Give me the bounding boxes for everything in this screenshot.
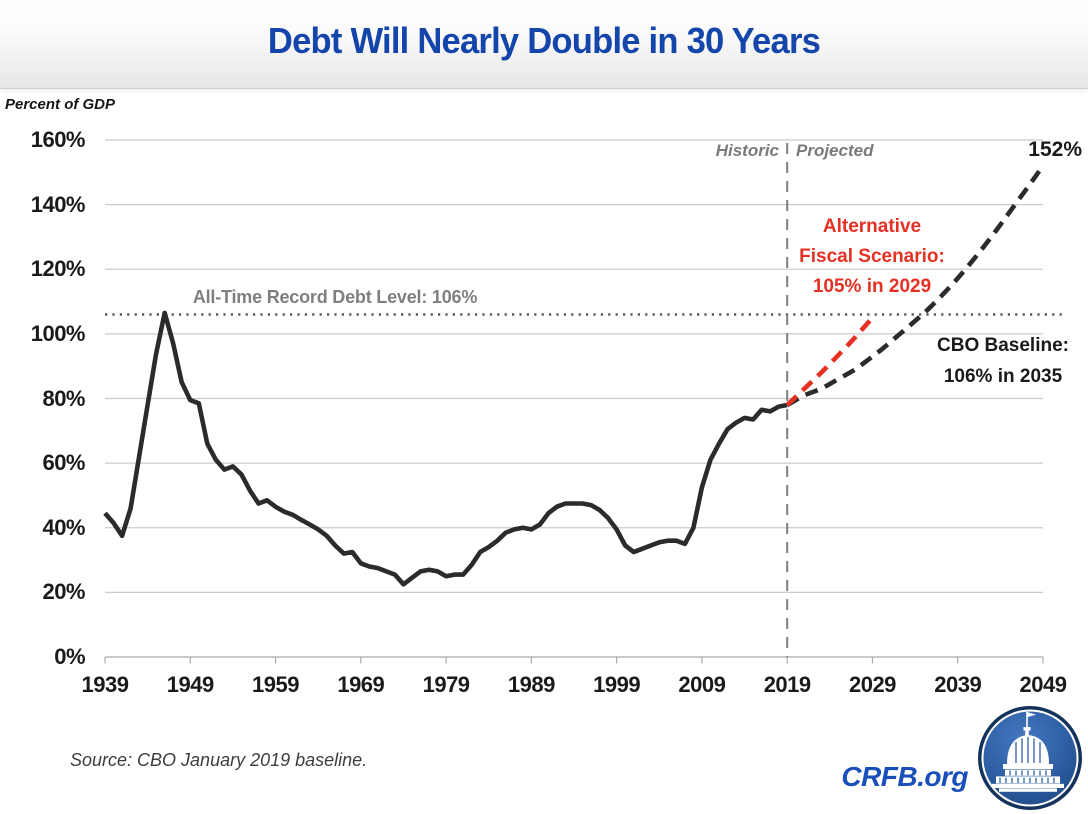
y-axis-unit-label: Percent of GDP xyxy=(5,96,116,113)
x-tick-label-1999: 1999 xyxy=(593,672,641,697)
x-tick-label-1979: 1979 xyxy=(422,672,470,697)
x-tick-label-2019: 2019 xyxy=(763,672,811,697)
y-tick-label-60: 60% xyxy=(42,450,85,476)
historic-line xyxy=(103,310,788,587)
x-tick-label-1949: 1949 xyxy=(166,672,214,697)
y-tick-label-0: 0% xyxy=(54,644,85,669)
page-title: Debt Will Nearly Double in 30 Years xyxy=(267,20,821,61)
y-tick-label-140: 140% xyxy=(30,191,86,217)
alt-annotation-line2: Fiscal Scenario: xyxy=(799,246,945,267)
record-debt-level-label: All-Time Record Debt Level: 106% xyxy=(192,287,478,307)
alt-annotation-line1: Alternative xyxy=(822,216,922,237)
alternative-scenario-annotation: Alternative Fiscal Scenario: 105% in 202… xyxy=(757,212,987,302)
endpoint-value-label: 152% xyxy=(1028,138,1082,161)
y-tick-label-120: 120% xyxy=(30,256,86,282)
alternative-scenario-line xyxy=(785,316,875,407)
crfb-logo xyxy=(978,706,1082,810)
projected-divider-label: Projected xyxy=(796,141,874,160)
y-tick-label-160: 160% xyxy=(30,127,86,152)
y-tick-label-100: 100% xyxy=(30,320,86,346)
x-tick-label-2049: 2049 xyxy=(1019,672,1067,697)
header-band: Debt Will Nearly Double in 30 Years xyxy=(0,0,1088,89)
source-note: Source: CBO January 2019 baseline. xyxy=(70,750,368,770)
cbo-baseline-line xyxy=(786,164,1045,407)
y-tick-label-20: 20% xyxy=(42,579,85,605)
x-tick-label-2009: 2009 xyxy=(678,672,726,697)
x-tick-label-1959: 1959 xyxy=(252,672,299,697)
x-tick-label-2039: 2039 xyxy=(934,672,982,697)
cbo-annotation-line1: CBO Baseline: xyxy=(937,335,1069,356)
capitol-icon xyxy=(978,706,1082,810)
y-tick-label-40: 40% xyxy=(42,514,85,540)
cbo-baseline-annotation: CBO Baseline: 106% in 2035 xyxy=(908,330,1088,392)
x-tick-label-1989: 1989 xyxy=(507,672,555,697)
x-tick-label-1939: 1939 xyxy=(81,672,129,697)
x-tick-label-2029: 2029 xyxy=(848,672,896,697)
alt-annotation-line3: 105% in 2029 xyxy=(812,276,932,297)
cbo-annotation-line2: 106% in 2035 xyxy=(943,366,1063,387)
crfb-site-label: CRFB.org xyxy=(841,761,968,792)
historic-divider-label: Historic xyxy=(715,141,779,160)
x-tick-label-1969: 1969 xyxy=(337,672,385,697)
y-tick-label-80: 80% xyxy=(42,385,85,411)
